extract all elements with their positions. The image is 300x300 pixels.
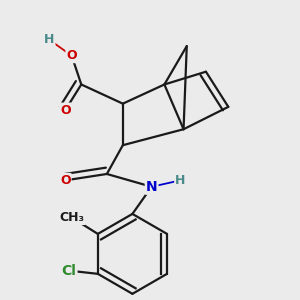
Text: O: O [66, 49, 77, 62]
Text: CH₃: CH₃ [60, 212, 85, 224]
Text: O: O [60, 103, 70, 117]
Text: H: H [44, 33, 55, 46]
Text: N: N [146, 180, 158, 194]
Text: O: O [60, 174, 70, 187]
Text: H: H [175, 174, 185, 187]
Text: Cl: Cl [61, 264, 76, 278]
